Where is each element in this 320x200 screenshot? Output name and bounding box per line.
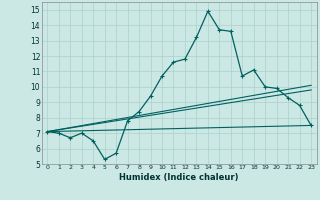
- X-axis label: Humidex (Indice chaleur): Humidex (Indice chaleur): [119, 173, 239, 182]
